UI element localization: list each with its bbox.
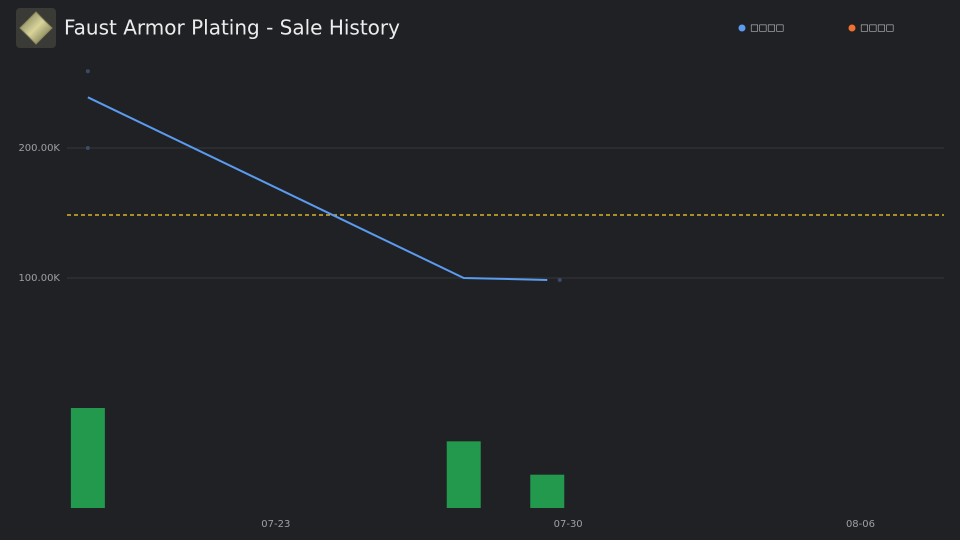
volume-bar [446,441,481,508]
legend-label: □□□□ [750,24,784,34]
sale-point [557,277,562,282]
legend-label: □□□□ [860,24,894,34]
sale-point [85,146,90,150]
x-tick-label: 07-30 [554,519,583,530]
x-tick-label: 08-06 [846,519,875,530]
y-tick-label: 200.00K [18,143,60,154]
sale-point [85,69,90,74]
volume-bar [530,474,565,508]
chart-title: Faust Armor Plating - Sale History [64,16,400,40]
item-icon [16,8,56,48]
volume-bar [70,408,105,508]
price-line [87,96,548,281]
y-tick-label: 100.00K [18,273,60,284]
x-tick-label: 07-23 [261,519,290,530]
legend-marker [738,24,746,32]
legend-marker [848,24,856,32]
